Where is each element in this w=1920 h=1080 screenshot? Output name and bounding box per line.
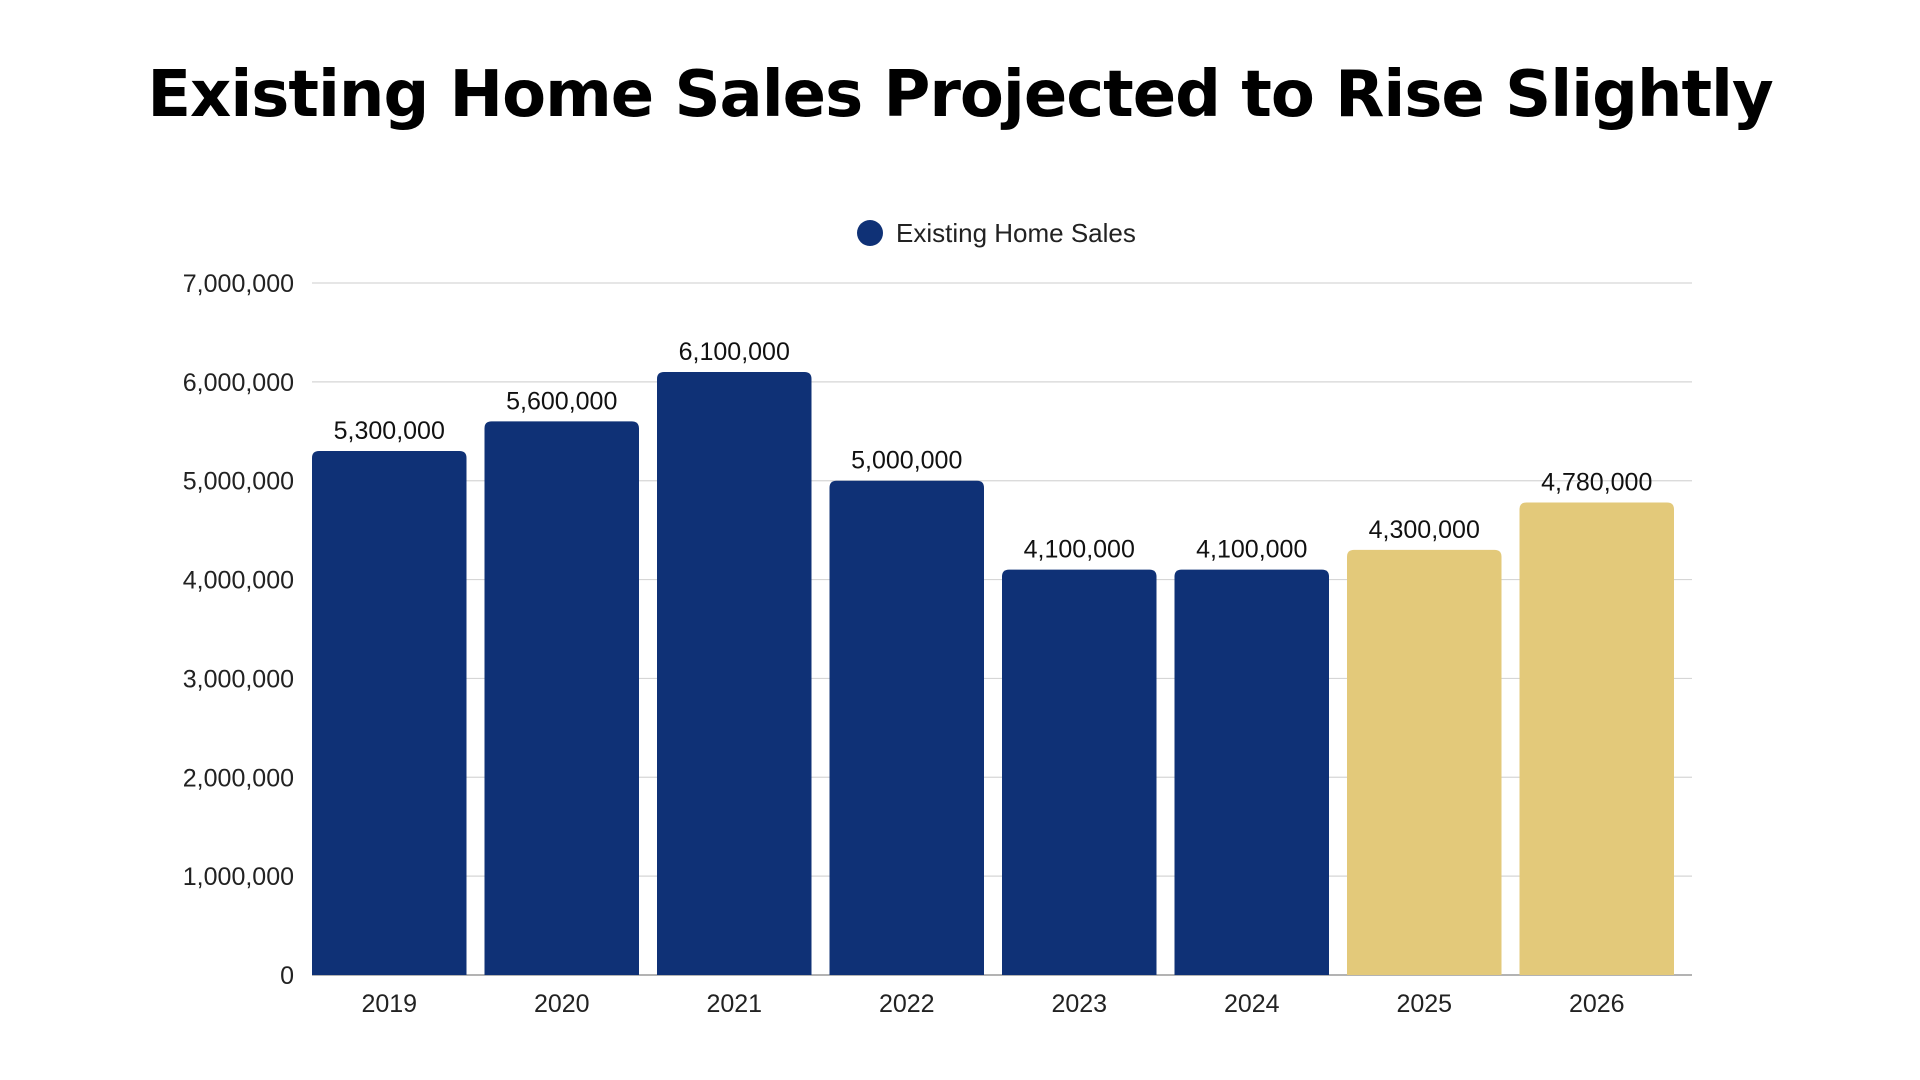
y-tick-label: 3,000,000 (183, 665, 294, 693)
y-tick-label: 1,000,000 (183, 863, 294, 891)
data-label-2022: 5,000,000 (851, 447, 962, 475)
data-label-2025: 4,300,000 (1369, 516, 1480, 544)
x-tick-label-2025: 2025 (1396, 990, 1452, 1018)
bar-2025 (1347, 549, 1502, 975)
bars (312, 371, 1674, 975)
x-tick-label-2022: 2022 (879, 990, 935, 1018)
data-label-2023: 4,100,000 (1024, 536, 1135, 564)
legend-swatch (857, 220, 883, 246)
data-label-2020: 5,600,000 (506, 387, 617, 415)
x-tick-label-2019: 2019 (361, 990, 417, 1018)
y-tick-label: 2,000,000 (183, 764, 294, 792)
data-label-2026: 4,780,000 (1541, 468, 1652, 496)
x-tick-label-2026: 2026 (1569, 990, 1625, 1018)
data-labels: 5,300,000 5,600,000 6,100,000 5,000,000 4,10… (334, 338, 1653, 564)
legend-label: Existing Home Sales (896, 218, 1136, 248)
data-label-2019: 5,300,000 (334, 417, 445, 445)
bar-2019 (312, 451, 467, 975)
x-tick-label-2023: 2023 (1051, 990, 1107, 1018)
chart-title: Existing Home Sales Projected to Rise Sl… (147, 58, 1773, 132)
y-tick-label: 6,000,000 (183, 369, 294, 397)
y-axis: 0 1,000,000 2,000,000 3,000,000 4,000,000 5,0… (183, 270, 294, 990)
bar-2020 (484, 421, 639, 975)
y-tick-label: 4,000,000 (183, 567, 294, 595)
bar-2021 (657, 371, 812, 975)
x-tick-label-2021: 2021 (706, 990, 762, 1018)
bar-2023 (1002, 569, 1157, 975)
bar-2022 (829, 480, 984, 975)
y-tick-label: 7,000,000 (183, 270, 294, 298)
legend: Existing Home Sales (857, 218, 1136, 248)
data-label-2021: 6,100,000 (679, 338, 790, 366)
x-tick-label-2020: 2020 (534, 990, 590, 1018)
x-tick-label-2024: 2024 (1224, 990, 1280, 1018)
bar-2024 (1174, 569, 1329, 975)
y-tick-label: 0 (280, 962, 294, 990)
y-tick-label: 5,000,000 (183, 468, 294, 496)
data-label-2024: 4,100,000 (1196, 536, 1307, 564)
bar-2026 (1519, 502, 1674, 975)
x-axis: 2019 2020 2021 2022 2023 2024 2025 2026 (361, 990, 1624, 1018)
